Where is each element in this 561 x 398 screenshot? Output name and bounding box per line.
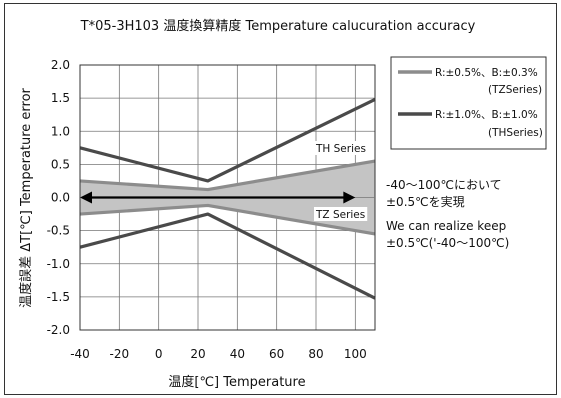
- tz-series-label: TZ Series: [315, 209, 365, 221]
- y-tick-label: 0.0: [51, 191, 70, 205]
- x-tick-label: 40: [230, 347, 245, 361]
- x-tick-label: 80: [308, 347, 323, 361]
- note-jp-line2: ±0.5℃を実現: [386, 194, 465, 209]
- note-en-line2: ±0.5℃('-40～100℃): [386, 236, 509, 250]
- legend: R:±0.5%、B:±0.3% (TZSeries) R:±1.0%、B:±1.…: [390, 56, 547, 150]
- y-tick-label: 2.0: [51, 58, 70, 72]
- legend-label-tz: R:±0.5%、B:±0.3%: [435, 67, 538, 79]
- y-tick-label: 1.5: [51, 91, 70, 105]
- y-tick-label: 1.0: [51, 124, 70, 138]
- legend-box: [390, 56, 547, 150]
- x-axis-label: 温度[℃] Temperature: [168, 374, 305, 390]
- tz-label-bg: [314, 207, 368, 221]
- chart-title: T*05-3H103 温度換算精度 Temperature calucurati…: [80, 18, 476, 34]
- arrow-head-right: [343, 191, 356, 204]
- tz-lower-line: [79, 203, 376, 236]
- y-tick-labels: 2.0 1.5 1.0 0.5 0.0 -0.5 -1.0 -1.5 -2.0: [47, 58, 70, 337]
- th-lower-line: [79, 212, 376, 300]
- th-upper-line: [79, 98, 376, 183]
- x-tick-label: 0: [155, 347, 163, 361]
- x-tick-label: 100: [344, 347, 367, 361]
- y-tick-label: -1.0: [47, 257, 70, 271]
- legend-label-th: R:±1.0%、B:±1.0%: [435, 109, 538, 121]
- range-arrow: [80, 191, 356, 204]
- legend-label-th-line2: (THSeries): [488, 127, 543, 139]
- y-tick-label: -2.0: [47, 323, 70, 337]
- x-tick-labels: -40 -20 0 20 40 60 80 100: [70, 347, 367, 361]
- legend-label-tz-line2: (TZSeries): [488, 84, 542, 96]
- y-tick-label: 0.5: [51, 157, 70, 171]
- x-tick-label: -40: [70, 347, 90, 361]
- arrow-head-left: [80, 191, 92, 204]
- y-axis-label: 温度誤差 ΔT[℃] Temperature error: [18, 87, 34, 307]
- th-label-bg: [314, 141, 368, 155]
- note-jp-line1: -40～100℃において: [386, 178, 502, 192]
- y-tick-label: -0.5: [47, 224, 70, 238]
- x-tick-label: -20: [110, 347, 130, 361]
- note-en-line1: We can realize keep: [386, 219, 506, 233]
- y-tick-label: -1.5: [47, 290, 70, 304]
- series-lines: [79, 98, 376, 300]
- x-tick-label: 20: [190, 347, 205, 361]
- th-series-label: TH Series: [315, 143, 366, 155]
- x-tick-label: 60: [269, 347, 284, 361]
- tz-upper-line: [79, 159, 376, 192]
